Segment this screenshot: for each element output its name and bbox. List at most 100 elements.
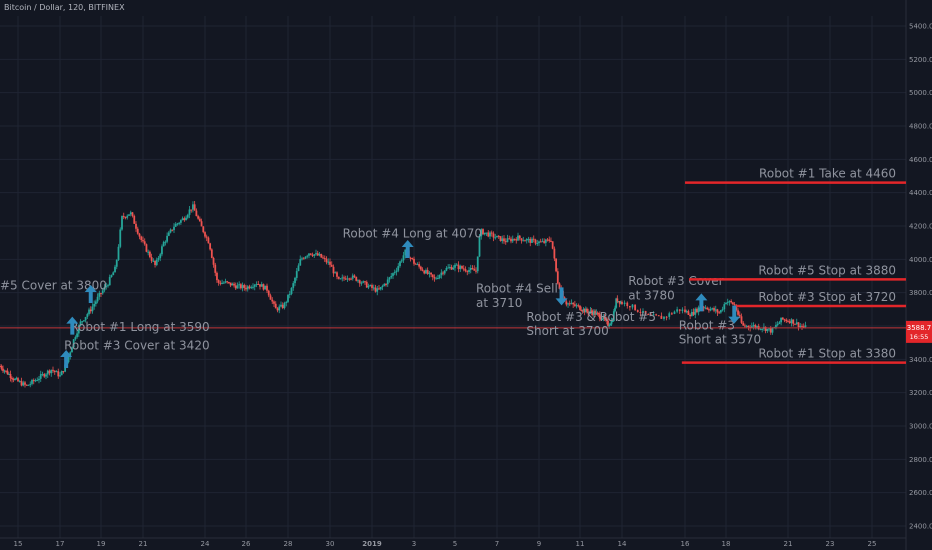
candle-body	[615, 298, 618, 308]
candle-body	[454, 264, 456, 268]
candle-body	[148, 251, 151, 258]
candle	[716, 308, 719, 316]
candle-body	[433, 277, 436, 279]
candle	[259, 284, 261, 290]
candle-body	[20, 381, 23, 386]
candle	[12, 377, 15, 383]
candle-body	[457, 264, 460, 270]
candle	[246, 285, 249, 292]
candle	[31, 378, 33, 386]
candle-body	[711, 308, 714, 310]
candle-body	[231, 283, 234, 286]
candle	[248, 284, 251, 290]
candle	[631, 304, 634, 310]
candle-body	[520, 238, 523, 241]
candle-body	[395, 270, 398, 273]
candle	[454, 263, 456, 272]
candle-body	[126, 215, 129, 218]
candle-body	[339, 278, 342, 280]
candle-body	[704, 307, 707, 309]
candle	[416, 262, 419, 266]
candle	[628, 305, 631, 311]
candle	[475, 267, 477, 274]
candle	[25, 384, 28, 386]
candle-body	[364, 281, 366, 283]
candle	[551, 241, 554, 250]
chart-title: Bitcoin / Dollar, 120, BITFINEX	[4, 3, 125, 12]
candle	[101, 287, 104, 295]
candle	[178, 221, 181, 226]
price-label-badge	[906, 320, 932, 343]
candle	[283, 301, 286, 310]
candle	[212, 256, 215, 268]
candle-body	[252, 286, 254, 288]
candle	[487, 230, 490, 238]
candle-body	[179, 220, 182, 223]
candle-body	[376, 288, 379, 292]
candle	[678, 309, 681, 314]
candle	[593, 309, 595, 319]
candle	[67, 356, 70, 364]
candle	[696, 307, 698, 314]
candle	[783, 318, 786, 323]
candle-body	[185, 217, 187, 221]
candle	[18, 379, 21, 383]
candle	[290, 287, 293, 296]
candle-body	[503, 238, 505, 242]
candle-body	[787, 321, 789, 323]
candle-body	[538, 241, 540, 244]
candle	[250, 285, 253, 289]
candle	[619, 300, 622, 305]
candle-body	[327, 261, 330, 263]
candle-body	[556, 271, 559, 284]
candle-body	[50, 369, 53, 374]
candle-body	[568, 303, 571, 305]
candle-body	[642, 310, 644, 313]
candle-body	[129, 212, 132, 215]
candle	[450, 264, 453, 270]
candle-body	[112, 272, 115, 276]
candle	[301, 256, 303, 261]
candle	[482, 228, 484, 235]
stop-level-label: Robot #3 Stop at 3720	[758, 290, 896, 304]
candle	[546, 238, 549, 242]
candle-body	[608, 325, 611, 327]
candle	[126, 214, 129, 220]
x-tick-label: 5	[453, 540, 457, 548]
x-tick-label: 30	[326, 540, 335, 548]
candle	[388, 276, 391, 283]
candle-body	[264, 285, 267, 290]
candle-body	[274, 303, 277, 309]
candle	[271, 297, 274, 305]
x-tick-label: 26	[242, 540, 251, 548]
candle	[754, 323, 757, 330]
candle-body	[466, 271, 469, 273]
candle-body	[618, 301, 621, 304]
candle-body	[652, 314, 655, 316]
candle	[311, 252, 314, 258]
candle	[29, 381, 32, 388]
candle-body	[678, 309, 681, 311]
candle	[795, 318, 798, 326]
candle	[351, 273, 354, 281]
candle-body	[262, 284, 265, 290]
candle	[353, 274, 356, 278]
candle-body	[527, 238, 530, 240]
candle	[202, 226, 205, 234]
candle-body	[316, 253, 319, 256]
candle	[580, 306, 583, 312]
candle	[264, 285, 267, 290]
candle	[185, 215, 187, 221]
candle	[89, 306, 92, 314]
candle-body	[46, 370, 49, 375]
candle	[50, 369, 53, 377]
candle-body	[754, 325, 757, 328]
candle-body	[593, 311, 595, 315]
y-tick-label: 4400.0	[909, 189, 932, 197]
candle-body	[483, 232, 486, 235]
candle-body	[311, 254, 314, 256]
candle-body	[597, 313, 600, 315]
candle-body	[756, 326, 758, 328]
x-tick-label: 18	[722, 540, 731, 548]
